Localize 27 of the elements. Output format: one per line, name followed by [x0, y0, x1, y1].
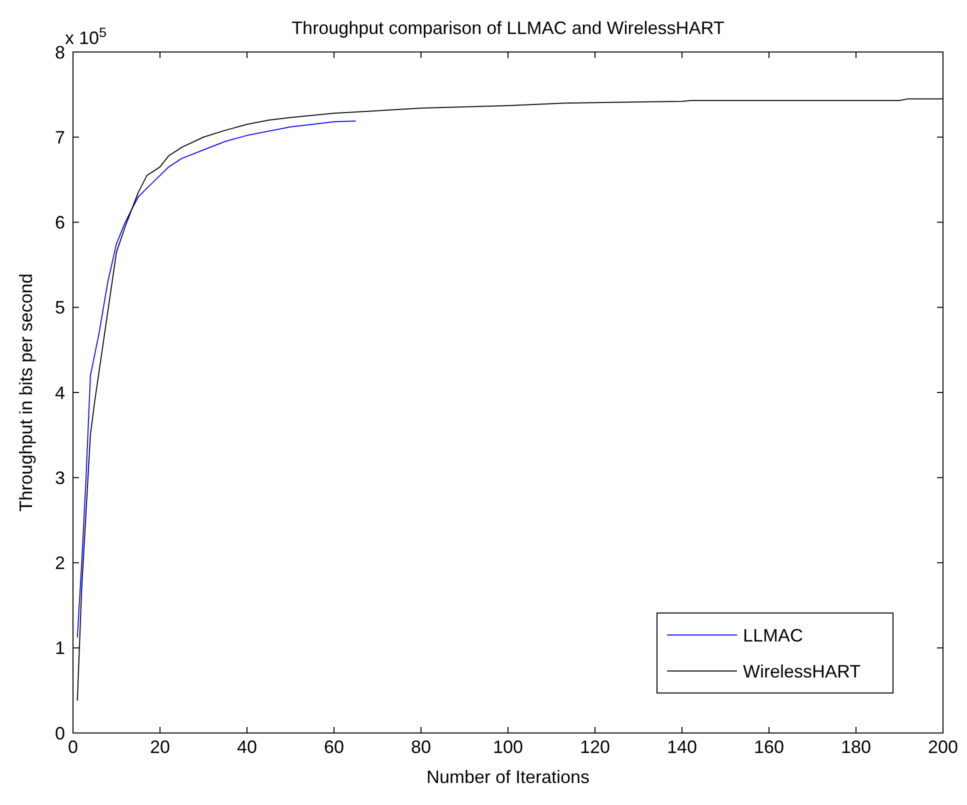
x-tick-label: 180	[840, 737, 872, 757]
y-axis-title: Throughput in bits per second	[16, 273, 36, 512]
x-tick-label: 120	[580, 737, 610, 757]
text: x 10$^{5}$	[65, 24, 107, 48]
x-tick-label: 140	[666, 737, 698, 757]
y-tick-label: 6	[54, 212, 65, 233]
x-tick-label: 40	[236, 737, 258, 757]
x-tick-label: 160	[754, 737, 784, 757]
chart-title: Throughput comparison of LLMAC and WirelessHART	[292, 18, 724, 38]
y-tick-label: 3	[54, 468, 65, 488]
legend-label: WirelessHART	[743, 661, 861, 682]
x-tick-label: 100	[492, 737, 524, 757]
x-tick-label: 20	[150, 737, 170, 757]
x-axis-title: Number of Iterations	[426, 767, 590, 787]
x-tick-label: 60	[324, 737, 344, 757]
y-tick-label: 2	[54, 553, 65, 574]
y-tick-label: 5	[54, 298, 65, 318]
y-tick-label: 7	[54, 127, 65, 148]
y-tick-label: 1	[54, 638, 65, 658]
x-tick-label: 0	[68, 737, 78, 757]
x-tick-label: 200	[928, 737, 958, 757]
line-series	[76, 120, 356, 638]
y-tick-label: 8	[54, 42, 65, 62]
x-tick-label: 80	[410, 737, 432, 757]
y-tick-label: 0	[54, 723, 65, 744]
legend-label: LLMAC	[743, 625, 804, 646]
y-tick-label: 4	[54, 382, 65, 403]
